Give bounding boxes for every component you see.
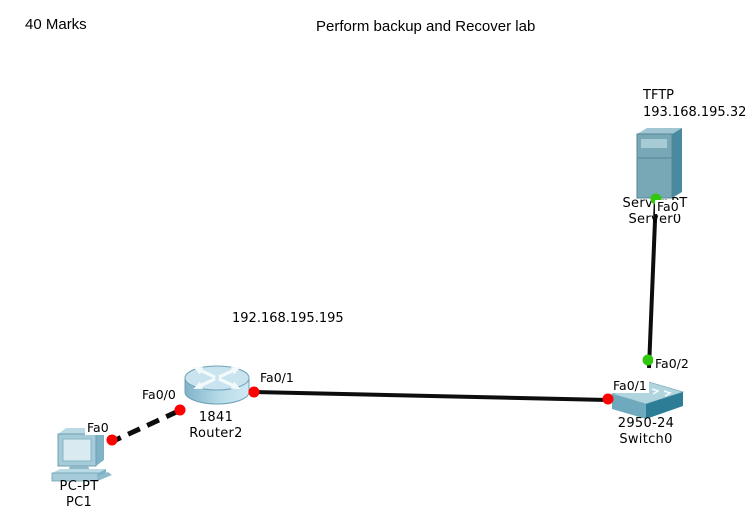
port-label-pc-fa0: Fa0 bbox=[85, 420, 111, 435]
router2-name: Router2 bbox=[189, 426, 243, 441]
router-routing-arrows-icon bbox=[193, 367, 241, 389]
port-label-server-fa0: Fa0 bbox=[655, 199, 681, 214]
pc-keyboard bbox=[96, 472, 112, 480]
server-side-face bbox=[672, 128, 682, 198]
router-ip-note[interactable]: 192.168.195.195 bbox=[232, 310, 344, 327]
tftp-note-line1: TFTP bbox=[643, 88, 674, 103]
server-drive-bay bbox=[641, 139, 667, 148]
light-router-fa0-0-down bbox=[174, 404, 186, 416]
switch0-name: Switch0 bbox=[619, 432, 673, 447]
marks-note[interactable]: 40 Marks bbox=[25, 16, 87, 33]
pc-case-top bbox=[52, 469, 106, 473]
lab-title-note[interactable]: Perform backup and Recover lab bbox=[316, 18, 536, 35]
pc-monitor-side bbox=[96, 428, 104, 466]
pc1-model: PC-PT bbox=[59, 479, 99, 494]
cable-switch-server[interactable] bbox=[647, 195, 658, 369]
port-label-router-fa0-1: Fa0/1 bbox=[258, 370, 296, 385]
cable-pc-router-crossover[interactable] bbox=[107, 406, 185, 446]
port-label-router-fa0-0: Fa0/0 bbox=[140, 387, 178, 402]
pc1-name: PC1 bbox=[65, 495, 93, 510]
light-switch-fa0-2-up bbox=[642, 354, 654, 366]
tftp-note-line2: 193.168.195.32 bbox=[643, 105, 747, 120]
pc-screen bbox=[62, 438, 92, 462]
port-label-switch-fa0-2: Fa0/2 bbox=[653, 356, 691, 371]
port-label-switch-fa0-1: Fa0/1 bbox=[611, 378, 649, 393]
tftp-server-note[interactable]: TFTP 193.168.195.32 bbox=[643, 87, 747, 121]
pc1-label[interactable]: PC-PT PC1 bbox=[60, 479, 99, 511]
router2-device-icon[interactable] bbox=[183, 363, 251, 409]
router2-label[interactable]: 1841 Router2 bbox=[189, 410, 242, 442]
server0-name: Server0 bbox=[628, 212, 682, 227]
light-switch-fa0-1-down bbox=[602, 393, 614, 405]
switch0-label[interactable]: 2950-24 Switch0 bbox=[618, 416, 674, 448]
cable-router-switch[interactable] bbox=[253, 390, 609, 402]
light-pc-fa0-down bbox=[106, 434, 118, 446]
server-top-face bbox=[637, 128, 682, 134]
switch-side-face bbox=[646, 392, 683, 419]
switch0-model: 2950-24 bbox=[617, 416, 675, 431]
switch-arrows-icon bbox=[651, 388, 672, 397]
light-router-fa0-1-down bbox=[248, 386, 260, 398]
router2-model: 1841 bbox=[198, 410, 234, 425]
switch-front-face bbox=[612, 394, 646, 419]
